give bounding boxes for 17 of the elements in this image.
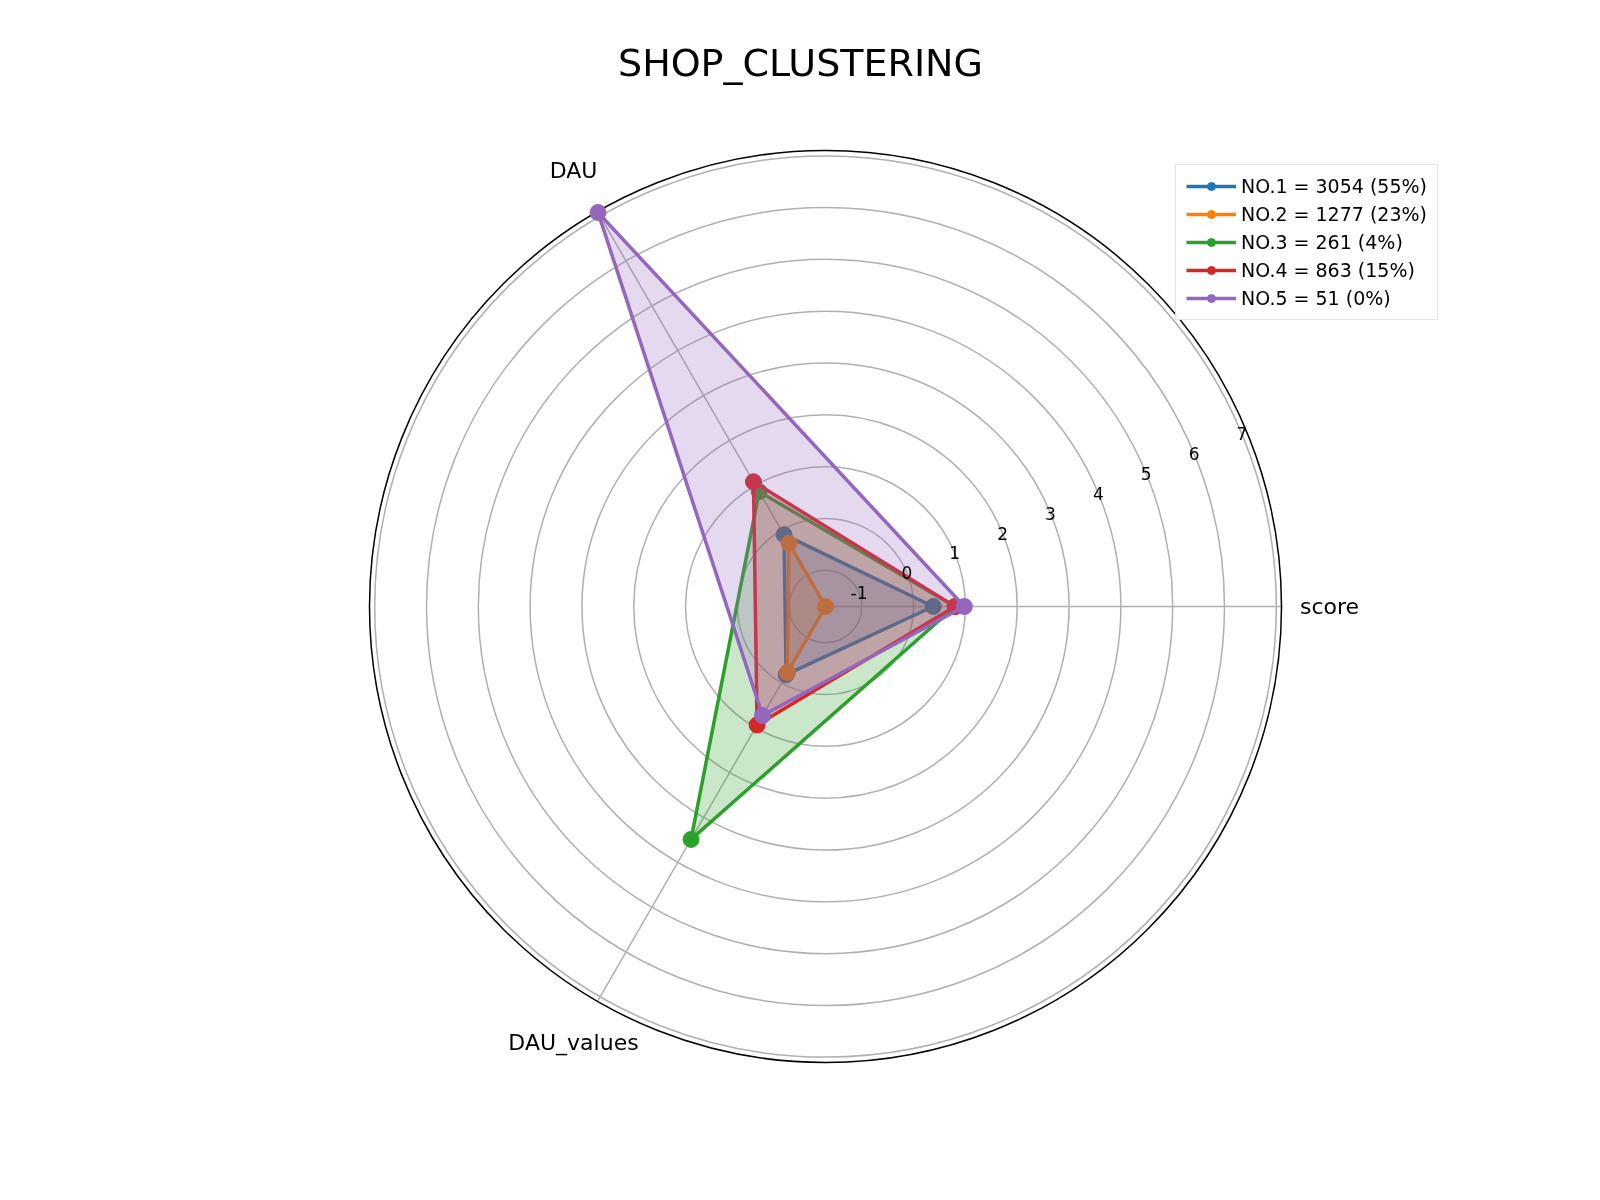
y-tick-label: 6 bbox=[1188, 444, 1200, 465]
legend-label: NO.5 = 51 (0%) bbox=[1241, 287, 1391, 309]
y-tick-label: 5 bbox=[1140, 464, 1152, 485]
legend-label: NO.3 = 261 (4%) bbox=[1241, 231, 1403, 253]
y-tick-label: -1 bbox=[850, 583, 868, 604]
y-tick-label: 7 bbox=[1236, 424, 1248, 445]
y-tick-label: 1 bbox=[949, 543, 961, 564]
y-tick-label: 3 bbox=[1045, 503, 1056, 524]
legend-label: NO.4 = 863 (15%) bbox=[1241, 259, 1415, 281]
y-tick-label: 2 bbox=[997, 523, 1009, 544]
legend-label: NO.2 = 1277 (23%) bbox=[1241, 203, 1427, 225]
spoke-label: DAU bbox=[549, 157, 598, 183]
chart-title: SHOP_CLUSTERING bbox=[618, 40, 983, 85]
legend-label: NO.1 = 3054 (55%) bbox=[1241, 175, 1427, 197]
spoke-label: score bbox=[1299, 594, 1360, 619]
y-tick-label: 4 bbox=[1092, 483, 1104, 504]
spoke-label: DAU_values bbox=[508, 1030, 639, 1057]
